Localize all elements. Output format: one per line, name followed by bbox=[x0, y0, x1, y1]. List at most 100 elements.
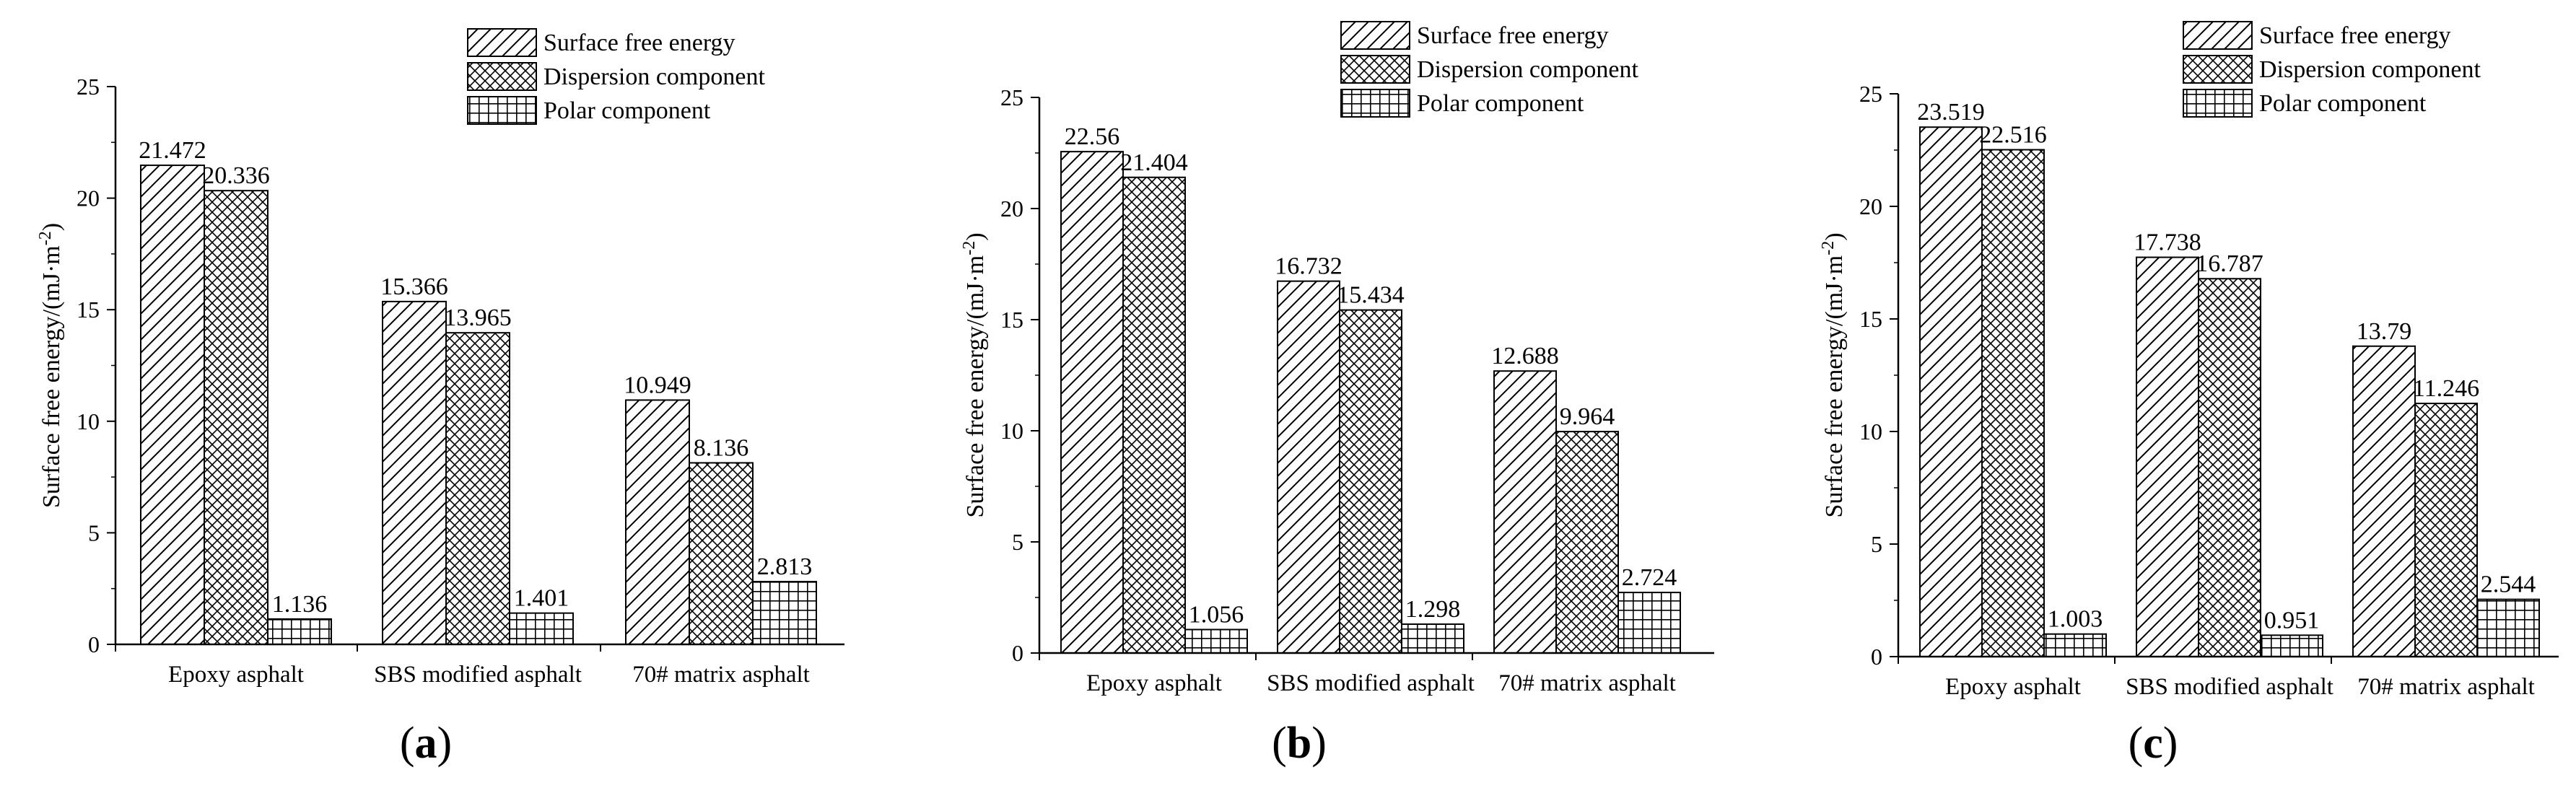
panel-label: (b) bbox=[1272, 719, 1327, 768]
data-label: 0.951 bbox=[2264, 607, 2320, 634]
bar-dispersion-component-1 bbox=[1981, 149, 2045, 657]
data-label: 21.404 bbox=[1120, 149, 1188, 176]
y-tick-label: 15 bbox=[1859, 306, 1882, 332]
bar-surface-free-energy-2 bbox=[2136, 256, 2199, 657]
y-tick-label: 10 bbox=[77, 408, 100, 434]
legend: Surface free energy Dispersion component P… bbox=[467, 28, 765, 125]
bar-polar-component-1 bbox=[267, 618, 332, 645]
data-label: 11.246 bbox=[2413, 375, 2479, 402]
data-label: 13.79 bbox=[2357, 318, 2412, 345]
legend-label: Polar component bbox=[1417, 90, 1584, 117]
panel-label: (a) bbox=[400, 719, 452, 768]
x-tick-label: 70# matrix asphalt bbox=[2357, 674, 2535, 700]
data-label: 17.738 bbox=[2134, 229, 2201, 256]
y-tick-label: 10 bbox=[1859, 419, 1882, 444]
bar-polar-component-1 bbox=[1184, 628, 1248, 654]
legend-swatch bbox=[2183, 21, 2253, 50]
y-tick-label: 0 bbox=[88, 631, 100, 657]
data-label: 12.688 bbox=[1491, 343, 1559, 369]
legend-swatch bbox=[2183, 55, 2253, 84]
legend-swatch bbox=[1340, 55, 1410, 84]
bar-polar-component-3 bbox=[2476, 598, 2540, 657]
y-tick-label: 15 bbox=[77, 297, 100, 323]
data-label: 8.136 bbox=[694, 434, 749, 461]
data-label: 2.813 bbox=[757, 553, 813, 580]
bar-surface-free-energy-3 bbox=[2352, 345, 2416, 657]
data-label: 16.787 bbox=[2196, 250, 2263, 277]
y-tick-label: 5 bbox=[1012, 529, 1023, 555]
bar-surface-free-energy-3 bbox=[1493, 370, 1557, 654]
data-label: 1.298 bbox=[1405, 596, 1461, 623]
y-tick-label: 0 bbox=[1012, 640, 1023, 666]
data-label: 1.401 bbox=[514, 585, 569, 612]
data-label: 15.434 bbox=[1337, 282, 1405, 309]
data-label: 15.366 bbox=[380, 273, 448, 300]
bar-surface-free-energy-2 bbox=[1277, 280, 1340, 654]
y-tick-label: 20 bbox=[77, 185, 100, 211]
y-axis-label: Surface free energy/(mJ·m-2) bbox=[36, 223, 65, 508]
y-tick-label: 5 bbox=[88, 520, 100, 546]
data-label: 22.56 bbox=[1065, 123, 1120, 150]
data-label: 9.964 bbox=[1560, 403, 1615, 430]
y-tick-label: 25 bbox=[77, 74, 100, 100]
legend: Surface free energy Dispersion component P… bbox=[1340, 21, 1638, 118]
bar-polar-component-2 bbox=[1401, 623, 1464, 654]
x-tick-label: Epoxy asphalt bbox=[1945, 674, 2081, 700]
bar-dispersion-component-3 bbox=[1555, 431, 1619, 654]
bar-dispersion-component-2 bbox=[2198, 278, 2261, 657]
legend-label: Polar component bbox=[543, 97, 711, 124]
data-label: 13.965 bbox=[444, 305, 512, 331]
legend-swatch bbox=[1340, 21, 1410, 50]
bar-polar-component-3 bbox=[752, 581, 817, 645]
legend-swatch bbox=[2183, 89, 2253, 118]
bar-polar-component-2 bbox=[509, 612, 574, 646]
data-label: 21.472 bbox=[139, 137, 206, 164]
y-tick-label: 0 bbox=[1871, 644, 1882, 670]
data-label: 1.056 bbox=[1189, 601, 1244, 628]
y-axis-label: Surface free energy/(mJ·m-2) bbox=[1819, 232, 1848, 517]
legend-label: Polar component bbox=[2259, 90, 2427, 117]
bar-dispersion-component-3 bbox=[689, 462, 754, 645]
y-tick-label: 10 bbox=[1000, 418, 1023, 444]
data-label: 16.732 bbox=[1275, 253, 1342, 280]
y-tick-label: 15 bbox=[1000, 307, 1023, 333]
bar-surface-free-energy-2 bbox=[382, 300, 447, 645]
data-label: 22.516 bbox=[1979, 122, 2047, 149]
legend-swatch bbox=[467, 96, 537, 125]
data-label: 20.336 bbox=[202, 162, 270, 189]
panel-label: (c) bbox=[2129, 719, 2178, 768]
bar-surface-free-energy-1 bbox=[1060, 151, 1124, 654]
legend-label: Dispersion component bbox=[1417, 56, 1638, 83]
data-label: 2.544 bbox=[2481, 571, 2536, 598]
data-label: 1.136 bbox=[272, 591, 328, 618]
data-label: 1.003 bbox=[2048, 606, 2103, 633]
data-label: 23.519 bbox=[1917, 99, 1985, 126]
x-tick-label: SBS modified asphalt bbox=[2126, 674, 2333, 700]
legend-label: Surface free energy bbox=[1417, 22, 1609, 49]
bar-dispersion-component-3 bbox=[2414, 403, 2478, 658]
legend-swatch bbox=[467, 28, 537, 57]
legend-label: Surface free energy bbox=[2259, 22, 2451, 49]
y-tick-label: 25 bbox=[1000, 84, 1023, 110]
bar-surface-free-energy-3 bbox=[625, 399, 690, 645]
bar-polar-component-2 bbox=[2260, 634, 2323, 657]
data-label: 2.724 bbox=[1622, 564, 1677, 591]
x-tick-label: 70# matrix asphalt bbox=[1498, 670, 1676, 696]
bar-polar-component-3 bbox=[1617, 592, 1681, 654]
legend-label: Surface free energy bbox=[543, 30, 735, 56]
bar-dispersion-component-1 bbox=[204, 190, 268, 645]
bar-dispersion-component-1 bbox=[1122, 176, 1186, 654]
y-tick-label: 20 bbox=[1859, 193, 1882, 219]
x-tick-label: SBS modified asphalt bbox=[1267, 670, 1475, 696]
legend: Surface free energy Dispersion component P… bbox=[2183, 21, 2481, 118]
x-tick-label: Epoxy asphalt bbox=[168, 662, 304, 688]
bar-dispersion-component-2 bbox=[1339, 309, 1402, 654]
bar-dispersion-component-2 bbox=[445, 332, 510, 645]
legend-label: Dispersion component bbox=[543, 63, 765, 90]
legend-label: Dispersion component bbox=[2259, 56, 2481, 83]
legend-swatch bbox=[467, 62, 537, 91]
x-tick-label: 70# matrix asphalt bbox=[632, 662, 810, 688]
